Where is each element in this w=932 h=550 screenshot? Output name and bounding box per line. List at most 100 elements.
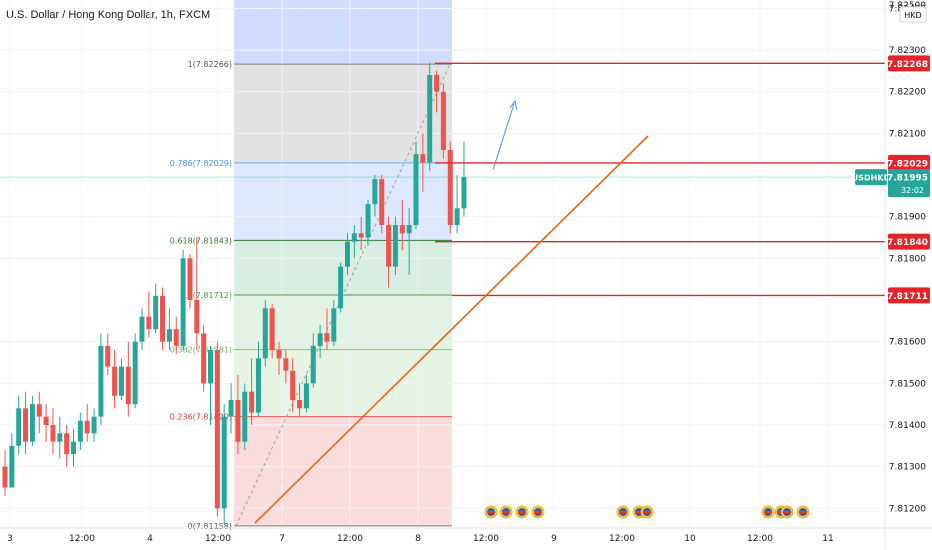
- candle-body: [434, 75, 440, 92]
- candle-body: [64, 433, 70, 455]
- price-tick-label: 7.81800: [889, 254, 926, 264]
- candle-body: [2, 466, 8, 488]
- projection-arrow[interactable]: [492, 103, 515, 171]
- time-tick-label: 3: [7, 534, 13, 544]
- candle-body: [9, 445, 15, 488]
- event-flag-icon[interactable]: [616, 505, 630, 519]
- candle-body: [125, 366, 131, 405]
- fib-level-label: 0.382(7.81581): [170, 346, 232, 355]
- candle-body: [406, 225, 412, 234]
- candle-body: [16, 408, 22, 446]
- price-level-box: [888, 233, 930, 250]
- candle-body: [98, 345, 104, 417]
- candlestick-series: [2, 62, 467, 525]
- event-flag-stripe: [783, 511, 791, 513]
- price-tick-label: 7.82300: [889, 46, 926, 56]
- candle-body: [331, 308, 337, 342]
- candle-body: [420, 154, 426, 163]
- event-flag-stripe: [764, 511, 772, 513]
- candle-body: [290, 370, 296, 400]
- candle-body: [201, 333, 207, 384]
- fib-zone: [234, 162, 452, 241]
- price-tick-label: 7.81300: [889, 463, 926, 473]
- event-flag-icon[interactable]: [484, 505, 498, 519]
- candle-body: [153, 295, 159, 330]
- candle-body: [447, 150, 453, 225]
- fib-level-label: 0.786(7.82029): [170, 159, 232, 168]
- time-tick-label: 7: [279, 534, 285, 544]
- candle-body: [29, 404, 35, 442]
- currency-badge-box: [899, 6, 927, 23]
- time-axis[interactable]: 3 12:00 4 12:00 7 12:00 8 12:00 9 12:00 10 12:00 11: [0, 527, 932, 544]
- candle-body: [365, 204, 371, 238]
- price-axis[interactable]: 7.825007.824007.823007.822007.821007.819…: [852, 0, 930, 550]
- time-tick-label: 12:00: [69, 534, 95, 544]
- candle-body: [427, 75, 433, 163]
- event-flag-stripe: [502, 511, 510, 513]
- event-flag-icon[interactable]: [515, 505, 529, 519]
- candle-body: [132, 341, 138, 405]
- fib-level-label: 0.236(7.81420): [170, 413, 232, 422]
- candle-body: [187, 258, 193, 300]
- candle-body: [146, 316, 152, 330]
- time-tick-label: 10: [684, 534, 696, 544]
- event-flag-icon[interactable]: [499, 505, 513, 519]
- current-price-text: 7.81995: [887, 174, 928, 184]
- price-level-box: [888, 55, 930, 72]
- candle-body: [249, 391, 255, 413]
- candle-body: [310, 345, 316, 384]
- candle-body: [242, 391, 248, 442]
- event-flag-icon[interactable]: [640, 505, 654, 519]
- candle-body: [77, 420, 83, 442]
- candle-body: [112, 366, 118, 396]
- candle-body: [139, 316, 145, 342]
- time-tick-label: 12:00: [205, 534, 231, 544]
- currency-badge[interactable]: HKD: [899, 6, 927, 23]
- event-flag-icon[interactable]: [531, 505, 545, 519]
- trendline[interactable]: [254, 135, 649, 524]
- candle-body: [358, 233, 364, 238]
- candle-body: [345, 241, 350, 267]
- candle-body: [194, 300, 200, 334]
- candle-body: [276, 350, 282, 359]
- candle-body: [392, 225, 398, 267]
- event-flag-icon[interactable]: [796, 505, 810, 519]
- candle-body: [297, 400, 303, 409]
- time-tick-label: 12:00: [609, 534, 635, 544]
- candle-body: [338, 266, 344, 309]
- time-tick-label: 12:00: [473, 534, 499, 544]
- symbol-badge-box: [855, 169, 887, 186]
- price-level-box: [888, 154, 930, 171]
- price-tick-label: 7.82100: [889, 129, 926, 139]
- projection-arrow-head: [509, 99, 518, 111]
- event-flag-stripe: [619, 511, 627, 513]
- currency-badge-label: HKD: [904, 11, 921, 20]
- event-flag-icon[interactable]: [780, 505, 794, 519]
- candle-body: [214, 350, 220, 509]
- candle-body: [255, 358, 261, 413]
- price-badge-box: [888, 169, 930, 198]
- price-level-label: 7.82029: [887, 154, 930, 171]
- candle-body: [317, 333, 323, 346]
- candle-body: [105, 345, 111, 367]
- economic-events[interactable]: [484, 505, 810, 519]
- time-tick-label: 8: [415, 534, 421, 544]
- time-tick-label: 9: [551, 534, 557, 544]
- candle-body: [180, 258, 186, 346]
- price-level-text: 7.82268: [887, 60, 928, 70]
- fib-level-label: 0(7.81158): [188, 522, 232, 531]
- candle-body: [379, 179, 385, 225]
- event-flag-icon[interactable]: [761, 505, 775, 519]
- price-level-label: 7.81711: [887, 287, 930, 304]
- candle-body: [461, 177, 467, 209]
- event-flag-stripe: [799, 511, 807, 513]
- candle-body: [235, 400, 241, 442]
- symbol-badge-text: USDHKD: [852, 174, 891, 183]
- price-level-label: 7.82268: [887, 55, 930, 72]
- candle-body: [36, 404, 42, 417]
- event-flag-stripe: [518, 511, 526, 513]
- fib-zone: [234, 64, 452, 163]
- countdown-text: 32:02: [901, 186, 924, 195]
